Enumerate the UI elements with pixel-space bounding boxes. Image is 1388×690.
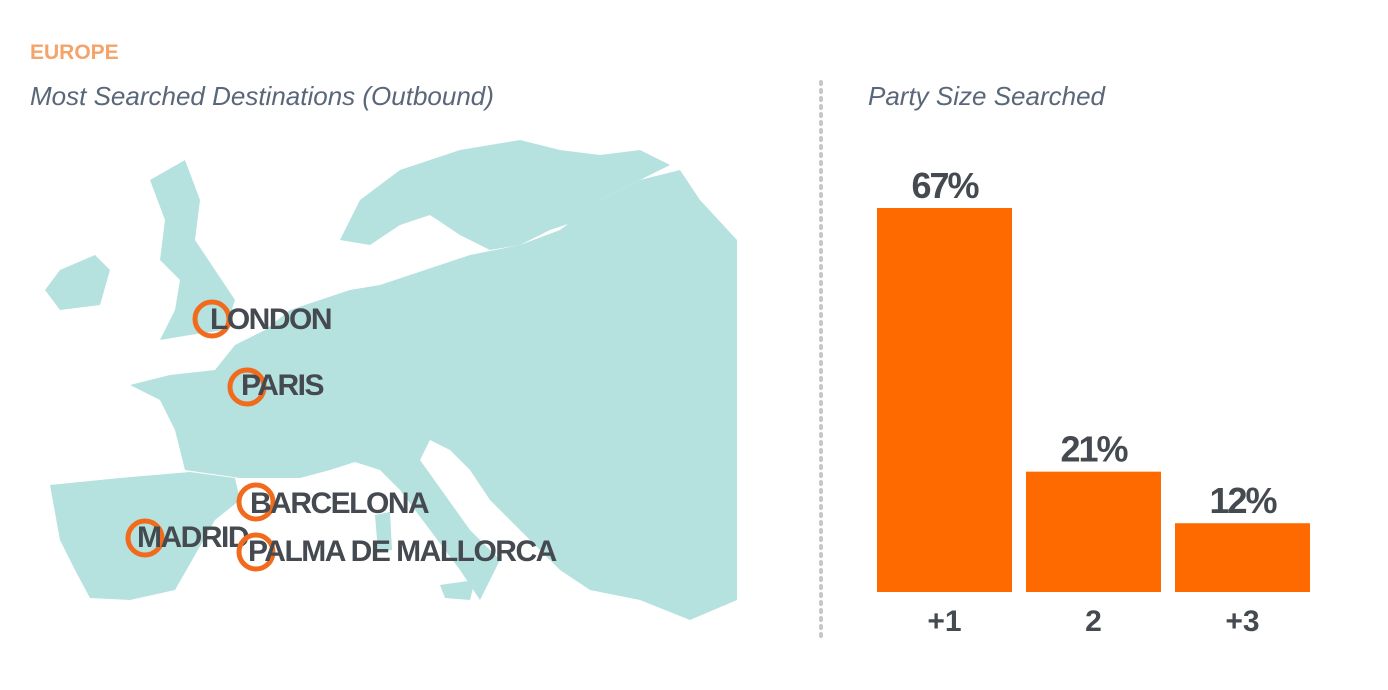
category-label: +3 (1225, 605, 1259, 638)
ireland (45, 255, 110, 310)
city-label: BARCELONA (250, 487, 429, 520)
city-marker (227, 367, 267, 407)
city-label: PALMA DE MALLORCA (248, 535, 557, 568)
region-label: EUROPE (30, 41, 119, 64)
map-title: Most Searched Destinations (Outbound) (30, 81, 494, 111)
iberia (50, 472, 240, 600)
city-label: LONDON (210, 303, 331, 336)
city-marker (125, 518, 165, 558)
category-label: 2 (1085, 605, 1102, 638)
sardinia (375, 512, 392, 552)
city-marker (236, 482, 276, 522)
britain (150, 160, 235, 340)
bar-chart: 67% +1 21% 2 12% +3 (877, 165, 1310, 638)
mainland (130, 170, 737, 620)
city-label: PARIS (241, 369, 323, 402)
bar (877, 208, 1012, 592)
chart-title: Party Size Searched (868, 81, 1107, 111)
bar (1175, 523, 1310, 592)
city-label: MADRID (137, 521, 249, 554)
value-label: 21% (1060, 429, 1128, 470)
bar (1026, 471, 1161, 592)
value-label: 67% (911, 165, 979, 206)
category-label: +1 (927, 605, 961, 638)
city-marker (192, 299, 232, 339)
scandinavia (340, 140, 670, 250)
sicily (440, 580, 475, 600)
city-marker (236, 532, 276, 572)
map (45, 140, 737, 620)
value-label: 12% (1209, 480, 1277, 521)
